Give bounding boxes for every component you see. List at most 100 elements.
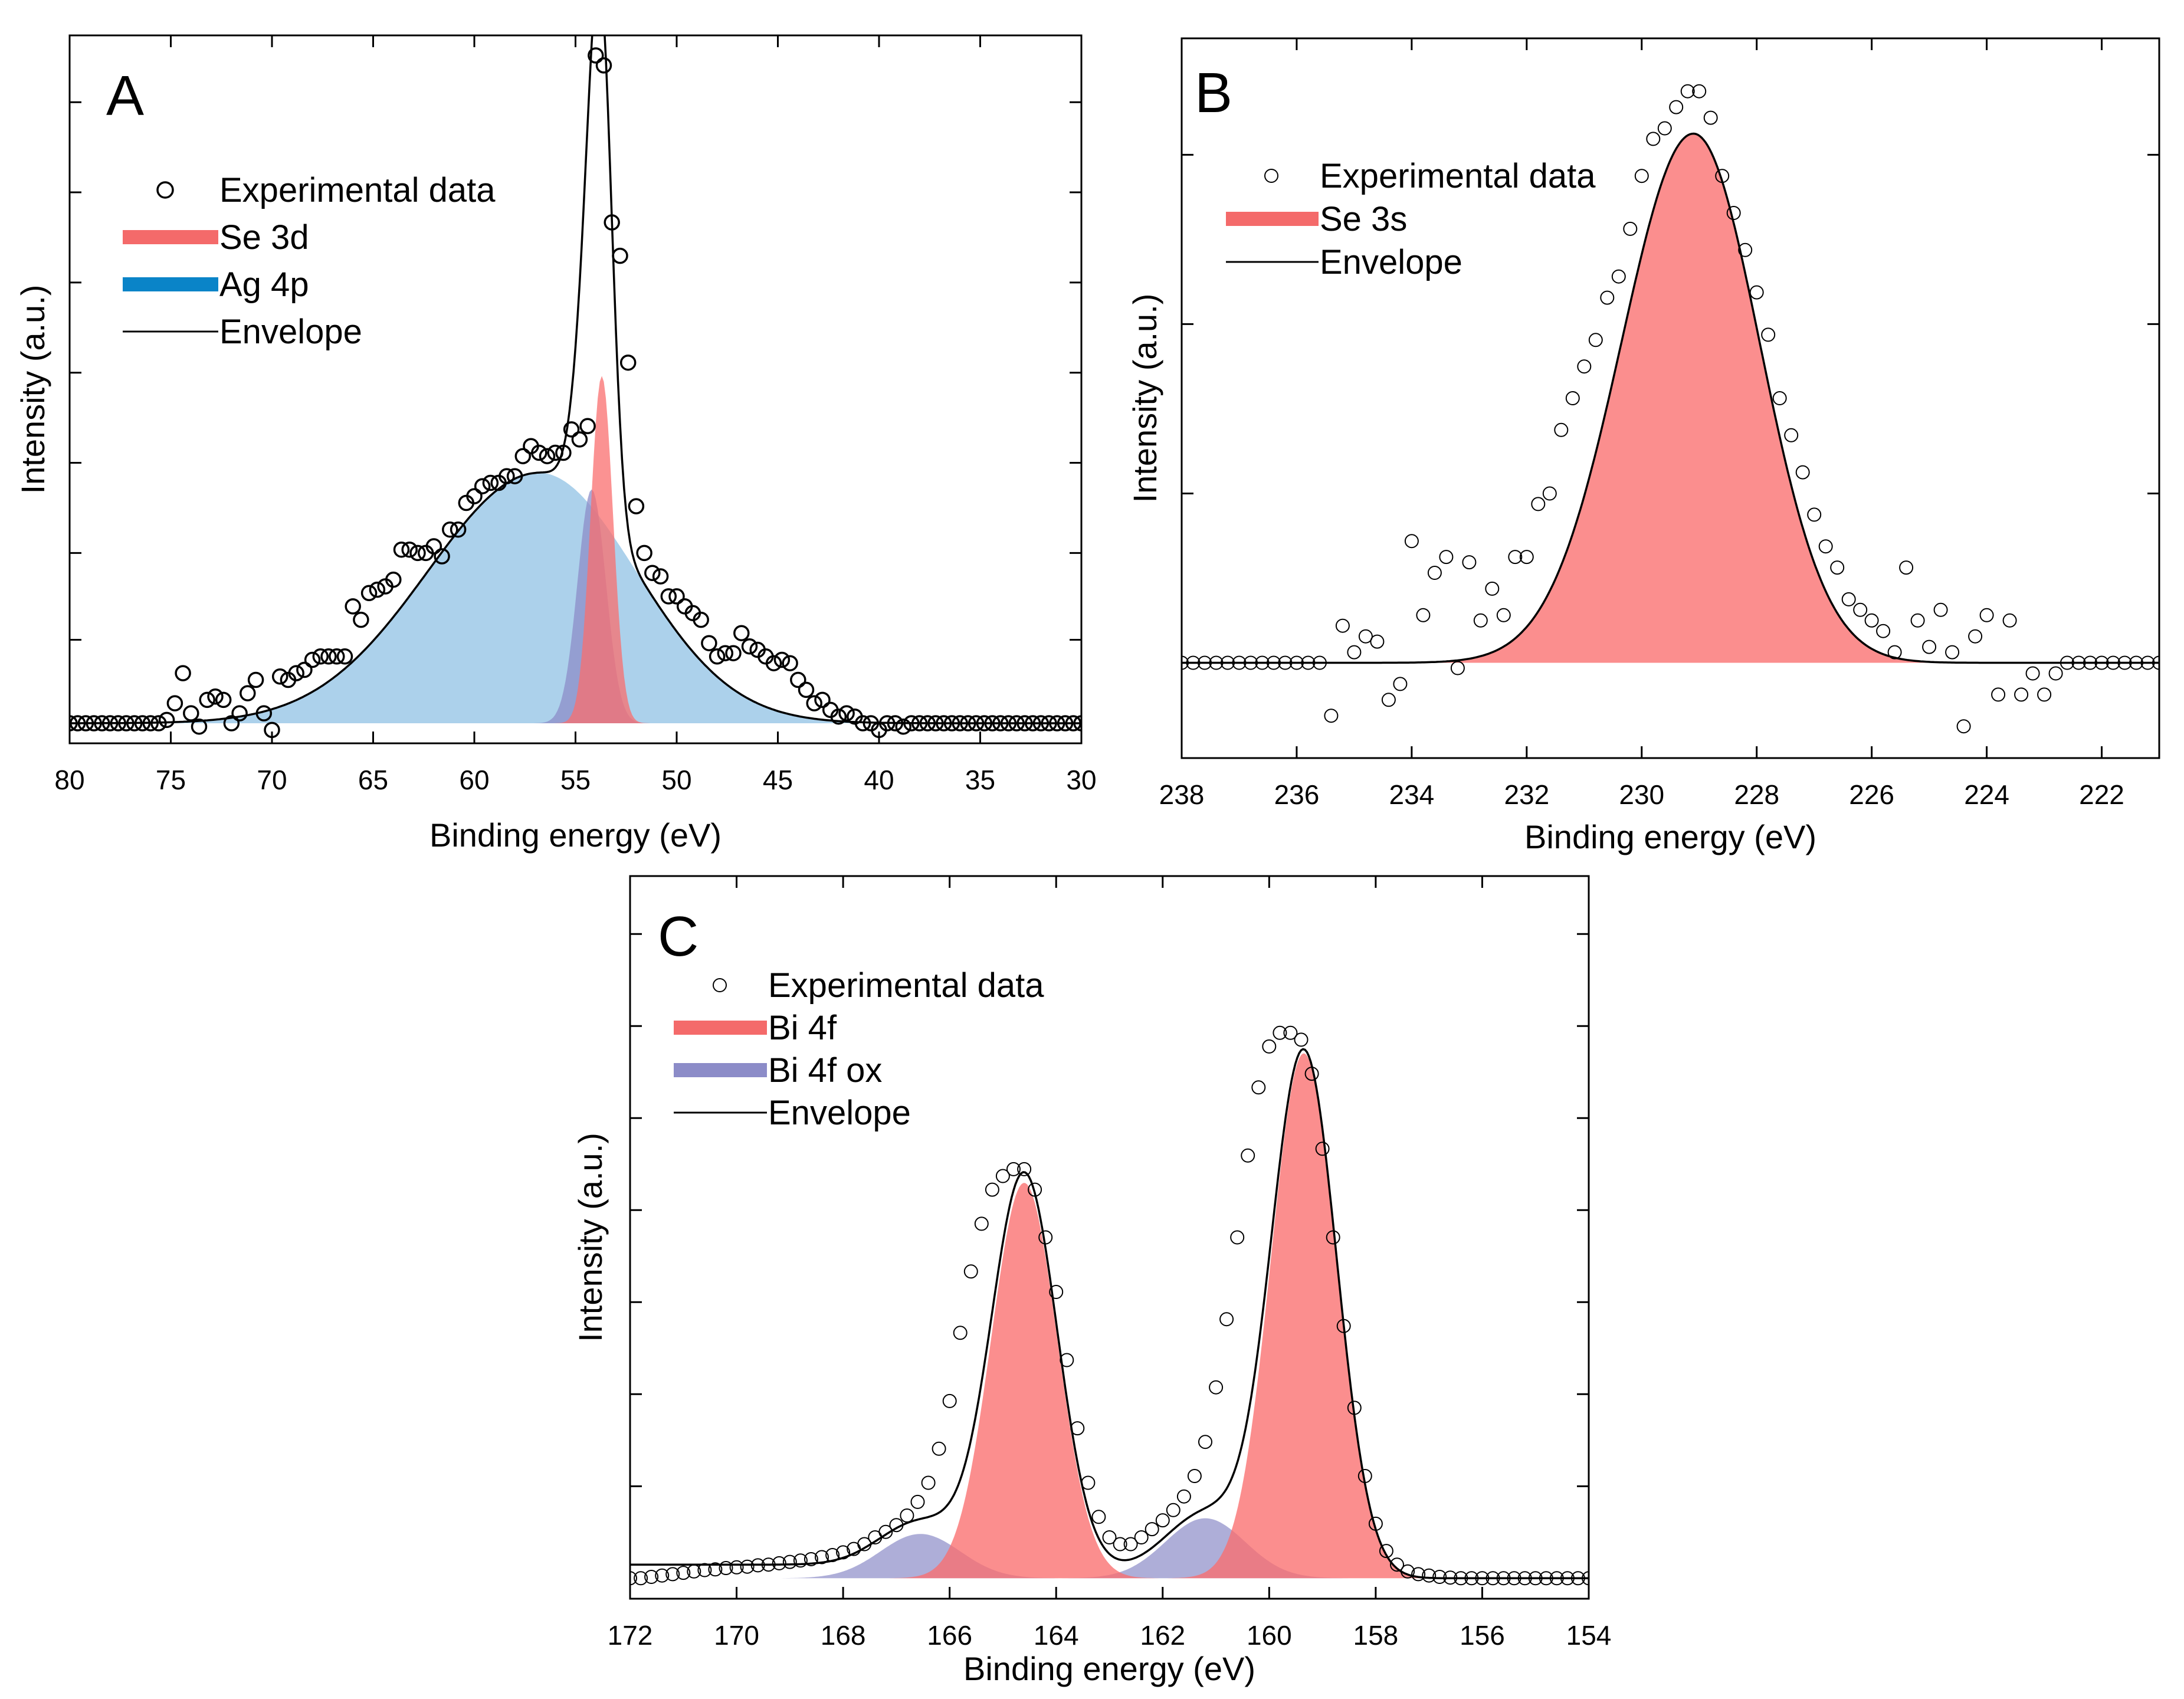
data-point [1411,1567,1426,1582]
data-point [345,598,361,615]
x-tick-label: 55 [560,765,591,795]
data-point [1830,560,1845,575]
data-point [1209,655,1224,670]
legend-swatch-se-3d [123,230,218,244]
legend-swatch-se-3s [1226,212,1319,226]
data-point [709,648,726,665]
data-point [1070,1421,1085,1436]
x-tick-label: 156 [1460,1620,1505,1651]
data-point [1294,1032,1309,1047]
data-point [288,665,304,681]
legend-marker-experimental [156,181,174,199]
data-point [636,545,652,562]
data-point [1368,1516,1383,1531]
data-point [1807,507,1822,522]
data-point [655,1568,670,1583]
data-point [191,718,208,735]
x-tick-label: 172 [608,1620,653,1651]
data-point [612,247,628,264]
data-point [1081,1475,1096,1490]
legend-label: Ag 4p [219,265,309,304]
envelope-line [1182,132,2159,664]
data-point [1357,1469,1372,1483]
data-point [798,681,815,698]
plot-area [630,1025,1589,1586]
data-point [1008,715,1025,732]
data-point [1910,613,1925,628]
plot-area [70,35,1081,739]
data-point [1262,1039,1277,1054]
data-point [2117,655,2132,670]
legend-label: Experimental data [1320,157,1596,195]
y-axis-title: Intensity (a.u.) [572,1133,609,1342]
data-point [312,648,329,665]
data-point [1887,645,1902,660]
data-point [158,711,175,729]
data-point [2083,655,2097,670]
data-point [750,1558,765,1573]
data-point [1922,639,1937,654]
data-point [1531,497,1546,511]
data-point [1370,634,1385,649]
data-point [1876,624,1891,638]
data-point [1335,618,1350,633]
data-point [985,1182,999,1197]
data-point [1379,1544,1393,1559]
data-point [1464,1571,1479,1586]
legend-label: Bi 4f ox [768,1051,882,1090]
x-tick-label: 168 [821,1620,866,1651]
legend-label: Se 3s [1320,200,1407,238]
x-tick-label: 228 [1734,779,1779,810]
data-point [1065,715,1081,732]
data-point [1703,110,1718,125]
x-tick-label: 75 [156,765,186,795]
data-point [1049,715,1065,732]
data-point [1198,1435,1212,1449]
data-point [1496,1571,1511,1586]
data-point [1979,608,1994,622]
data-point [1439,550,1454,565]
data-point [1956,719,1971,734]
plot-area [1182,84,2159,734]
x-tick-label: 222 [2079,779,2124,810]
data-point [223,715,240,732]
data-point [1485,581,1500,596]
data-point [1145,1522,1159,1537]
data-point [70,715,78,732]
data-point [499,468,515,484]
data-point [1772,391,1787,405]
data-point [652,568,669,585]
data-point [1462,555,1477,570]
data-point [1024,715,1041,732]
data-point [1166,1503,1180,1517]
data-point [1795,465,1810,480]
data-point [1219,1312,1234,1327]
chart-panel-B: 238 236 234 232 230 228 226 224 222 Binding energ… [1126,37,2160,855]
data-point [765,655,782,671]
data-point [1554,422,1569,437]
data-point [1283,1025,1298,1040]
data-point [126,715,143,732]
data-point [1427,566,1442,580]
data-point [960,715,976,732]
x-tick-label: 238 [1159,779,1205,810]
envelope-line [630,1048,1589,1580]
data-point [1347,1400,1362,1415]
data-point [952,715,968,732]
data-point [1404,534,1419,549]
legend-marker-experimental [713,978,727,992]
data-point [94,715,110,732]
y-axis-title: Intensity (a.u.) [1126,294,1163,503]
data-point [836,1545,851,1560]
data-point [1221,655,1235,670]
data-point [77,715,94,732]
data-point [2129,655,2143,670]
data-point [1864,613,1879,628]
data-point [1680,84,1695,99]
peak-fill-se-3s [1182,133,2159,663]
x-tick-label: 160 [1247,1620,1292,1651]
data-point [740,1559,755,1574]
data-point [693,611,709,628]
data-point [782,655,798,671]
x-axis-title: Binding energy (eV) [429,816,722,854]
